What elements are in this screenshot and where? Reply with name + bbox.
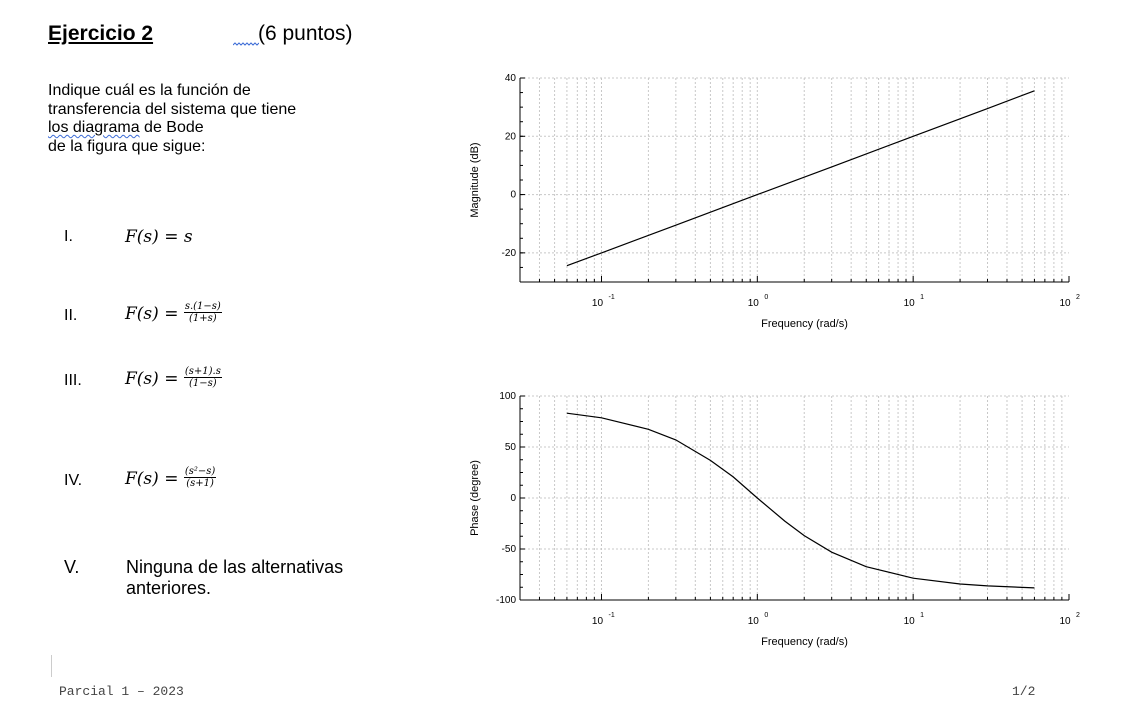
magnitude-chart: 40 20 0 -20 10 -1 10 0 10 1 10 2 Frequency (rad/s) Ma… <box>469 73 1080 330</box>
x-tick-label-exponent: 2 <box>1076 612 1080 619</box>
margin-mark <box>51 655 52 677</box>
question-text: Indique cuál es la función de transferen… <box>48 82 398 156</box>
y-axis-label: Magnitude (dB) <box>469 142 481 217</box>
spellcheck-squiggle <box>233 42 259 46</box>
x-tick-label: 10 <box>1059 298 1071 309</box>
y-tick-label: 0 <box>510 190 516 201</box>
question-line: los diagrama de Bode <box>48 119 398 138</box>
x-axis-label: Frequency (rad/s) <box>761 636 848 648</box>
x-tick-label: 10 <box>592 616 604 627</box>
x-tick-label: 10 <box>904 298 916 309</box>
x-tick-label: 10 <box>904 616 916 627</box>
y-tick-label: -20 <box>502 248 517 259</box>
y-tick-label: 20 <box>505 131 517 142</box>
grid <box>519 395 1069 601</box>
fraction-numerator: s.(1−s) <box>183 301 222 313</box>
formula-fraction: s.(1−s) (1+s) <box>183 301 222 324</box>
footer-page-number: 1/2 <box>1012 684 1036 699</box>
option-number: IV. <box>64 472 83 489</box>
fraction-denominator: (1−s) <box>189 378 217 389</box>
y-tick-label: 50 <box>505 442 517 453</box>
option-text: Ninguna de las alternativas anteriores. <box>126 557 344 598</box>
y-tick-label: 0 <box>510 493 516 504</box>
fraction-denominator: (s+1) <box>186 478 214 489</box>
x-tick-label-exponent: 1 <box>920 294 924 301</box>
option-formula: F(s) = (s+1).s (1−s) <box>125 366 222 391</box>
option-formula: F(s) = s <box>125 227 193 247</box>
question-underlined-text: los diagrama <box>48 119 140 136</box>
formula-fraction: (s+1).s (1−s) <box>183 366 222 389</box>
y-tick-label: 100 <box>499 391 516 402</box>
exercise-header: Ejercicio 2 (6 puntos) <box>48 22 353 46</box>
option-3: III. F(s) = (s+1).s (1−s) <box>64 366 222 390</box>
question-line-rest: de Bode <box>139 119 204 136</box>
option-number: III. <box>64 372 82 389</box>
x-tick-label: 10 <box>1059 616 1071 627</box>
exercise-points: (6 puntos) <box>258 22 353 45</box>
formula-fraction: (s²−s) (s+1) <box>183 466 217 489</box>
fraction-numerator: (s²−s) <box>183 466 217 478</box>
option-number: V. <box>64 557 80 577</box>
x-tick-label-exponent: 2 <box>1076 294 1080 301</box>
formula-lhs: F(s) = <box>125 369 184 389</box>
y-tick-label: 40 <box>505 73 517 84</box>
option-number: I. <box>64 228 73 245</box>
x-tick-label-exponent: 0 <box>764 294 768 301</box>
question-line: Indique cuál es la función de <box>48 82 251 99</box>
x-tick-label: 10 <box>748 616 760 627</box>
option-number: II. <box>64 307 78 324</box>
exercise-title: Ejercicio 2 <box>48 22 154 45</box>
option-formula: F(s) = (s²−s) (s+1) <box>125 466 217 491</box>
option-formula: F(s) = s.(1−s) (1+s) <box>125 301 222 326</box>
x-tick-label-exponent: -1 <box>608 294 614 301</box>
y-tick-label: -50 <box>502 544 517 555</box>
series-line <box>566 90 1035 267</box>
x-tick-label-exponent: 1 <box>920 612 924 619</box>
x-axis-label: Frequency (rad/s) <box>761 318 848 330</box>
fraction-denominator: (1+s) <box>189 313 217 324</box>
x-tick-label-exponent: -1 <box>608 612 614 619</box>
formula-lhs: F(s) = <box>125 304 184 324</box>
fraction-numerator: (s+1).s <box>183 366 222 378</box>
y-axis-label: Phase (degree) <box>469 460 481 536</box>
series-line <box>566 412 1035 589</box>
x-tick-label: 10 <box>592 298 604 309</box>
footer-course: Parcial 1 – 2023 <box>59 684 184 699</box>
option-4: IV. F(s) = (s²−s) (s+1) <box>64 466 217 490</box>
option-1: I. F(s) = s <box>64 227 193 247</box>
x-tick-label: 10 <box>748 298 760 309</box>
option-2: II. F(s) = s.(1−s) (1+s) <box>64 301 222 325</box>
y-tick-label: -100 <box>496 595 516 606</box>
formula-lhs: F(s) = <box>125 469 184 489</box>
x-tick-label-exponent: 0 <box>764 612 768 619</box>
question-line: de la figura que sigue: <box>48 137 206 155</box>
question-line: transferencia del sistema que tiene <box>48 100 297 118</box>
